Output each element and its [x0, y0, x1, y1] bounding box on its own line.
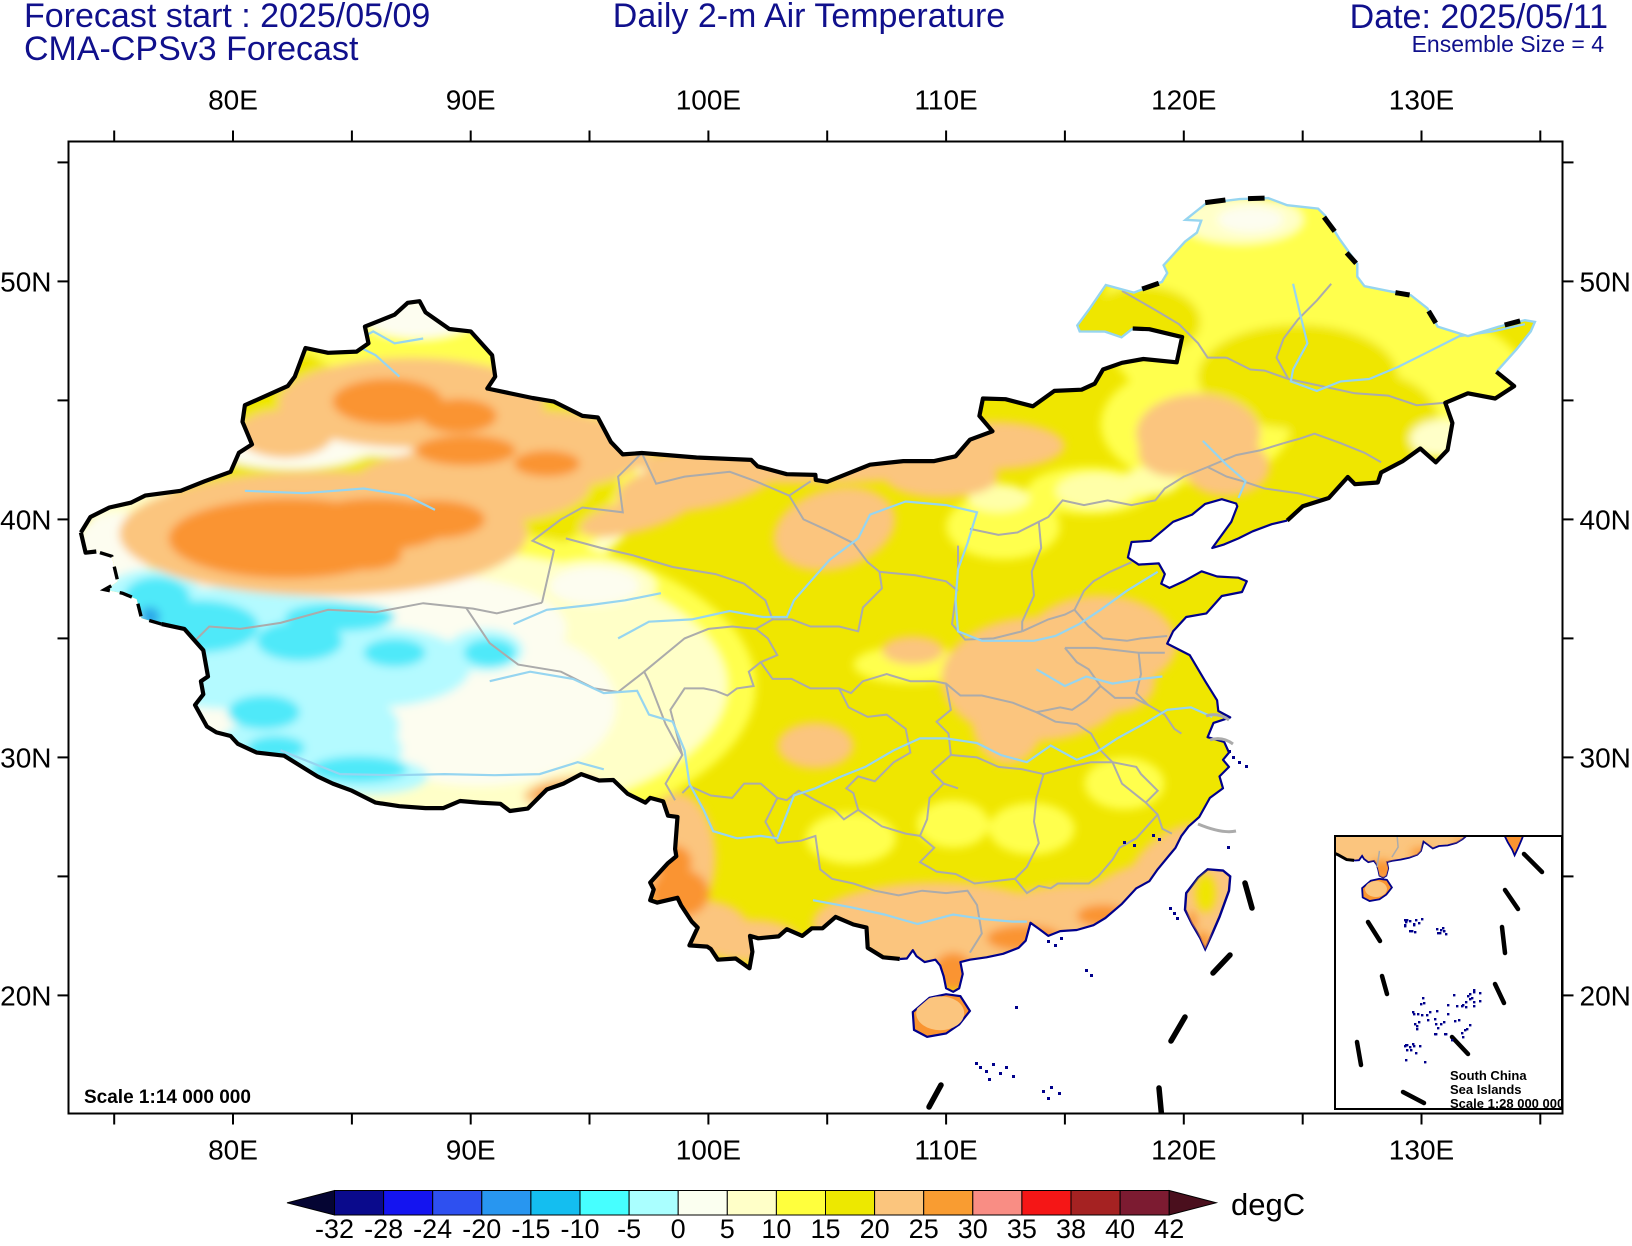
svg-text:20: 20: [860, 1214, 890, 1241]
svg-text:Sea Islands: Sea Islands: [1450, 1082, 1522, 1097]
svg-text:35: 35: [1007, 1214, 1037, 1241]
svg-text:25: 25: [909, 1214, 939, 1241]
svg-text:30N: 30N: [0, 742, 51, 773]
svg-text:0: 0: [671, 1214, 686, 1241]
svg-text:Ensemble Size = 4: Ensemble Size = 4: [1412, 31, 1605, 57]
svg-text:40: 40: [1105, 1214, 1135, 1241]
svg-text:15: 15: [810, 1214, 840, 1241]
svg-text:100E: 100E: [676, 1135, 741, 1166]
svg-text:90E: 90E: [446, 1135, 496, 1166]
svg-text:-32: -32: [315, 1214, 354, 1241]
svg-text:10: 10: [761, 1214, 791, 1241]
svg-text:130E: 130E: [1389, 85, 1454, 116]
svg-text:South China: South China: [1450, 1068, 1527, 1083]
svg-text:-10: -10: [560, 1214, 599, 1241]
svg-text:80E: 80E: [208, 85, 258, 116]
svg-text:Forecast start : 2025/05/09: Forecast start : 2025/05/09: [24, 0, 430, 35]
svg-text:Date: 2025/05/11: Date: 2025/05/11: [1350, 0, 1608, 36]
svg-text:-15: -15: [511, 1214, 550, 1241]
svg-text:-5: -5: [617, 1214, 641, 1241]
svg-text:degC: degC: [1231, 1187, 1305, 1222]
svg-text:20N: 20N: [0, 980, 51, 1011]
svg-text:110E: 110E: [914, 1135, 977, 1166]
svg-text:38: 38: [1056, 1214, 1086, 1241]
svg-text:50N: 50N: [0, 266, 51, 297]
svg-text:30N: 30N: [1580, 742, 1631, 773]
svg-text:-28: -28: [364, 1214, 403, 1241]
svg-text:5: 5: [720, 1214, 735, 1241]
svg-text:40N: 40N: [0, 504, 51, 535]
svg-text:Scale 1:14 000 000: Scale 1:14 000 000: [84, 1087, 251, 1108]
svg-text:Scale 1:28 000 000: Scale 1:28 000 000: [1450, 1096, 1564, 1111]
svg-text:-24: -24: [413, 1214, 452, 1241]
svg-text:42: 42: [1154, 1214, 1184, 1241]
svg-text:110E: 110E: [914, 85, 977, 116]
svg-text:20N: 20N: [1580, 980, 1631, 1011]
svg-text:30: 30: [958, 1214, 988, 1241]
svg-text:100E: 100E: [676, 85, 741, 116]
svg-text:90E: 90E: [446, 85, 496, 116]
svg-text:50N: 50N: [1580, 266, 1631, 297]
svg-text:40N: 40N: [1580, 504, 1631, 535]
svg-text:CMA-CPSv3 Forecast: CMA-CPSv3 Forecast: [24, 30, 359, 68]
svg-text:80E: 80E: [208, 1135, 258, 1166]
svg-text:Daily 2-m Air Temperature: Daily 2-m Air Temperature: [613, 0, 1005, 35]
svg-text:-20: -20: [462, 1214, 501, 1241]
svg-text:120E: 120E: [1151, 1135, 1216, 1166]
svg-text:120E: 120E: [1151, 85, 1216, 116]
svg-text:130E: 130E: [1389, 1135, 1454, 1166]
